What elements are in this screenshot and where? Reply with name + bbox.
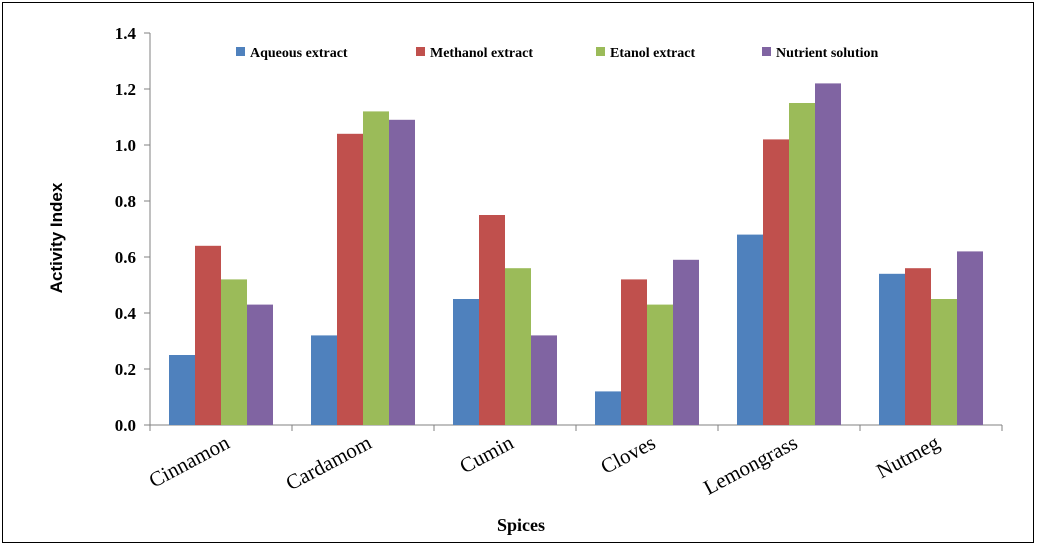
- bar-lemongrass-methanol-extract: [763, 139, 789, 425]
- y-tick-label: 1.0: [115, 136, 136, 155]
- bar-cloves-methanol-extract: [621, 279, 647, 425]
- bar-cinnamon-aqueous-extract: [169, 355, 195, 425]
- y-tick-label: 0.8: [115, 192, 136, 211]
- legend-label: Etanol extract: [610, 46, 695, 61]
- bar-nutmeg-nutrient-solution: [957, 251, 983, 425]
- y-tick-label: 0.4: [115, 304, 137, 323]
- x-tick-label: Cloves: [597, 430, 660, 479]
- bar-lemongrass-aqueous-extract: [737, 234, 763, 425]
- bar-cardamom-methanol-extract: [337, 133, 363, 426]
- bar-nutmeg-methanol-extract: [905, 268, 931, 425]
- bar-cumin-etanol-extract: [505, 268, 531, 425]
- bar-cardamom-nutrient-solution: [389, 119, 415, 426]
- x-axis-title: Spices: [497, 515, 545, 535]
- legend-label: Methanol extract: [430, 46, 533, 61]
- bar-cumin-nutrient-solution: [531, 335, 557, 425]
- bar-lemongrass-nutrient-solution: [815, 83, 841, 426]
- bar-cloves-nutrient-solution: [673, 259, 699, 425]
- y-tick-label: 0.0: [115, 416, 136, 435]
- x-tick-label: Cardamom: [282, 430, 376, 495]
- y-axis-title: Activity Index: [47, 182, 66, 293]
- legend: Aqueous extract Methanol extract Etanol ex…: [236, 46, 879, 61]
- bar-cumin-methanol-extract: [479, 215, 505, 425]
- bar-cinnamon-nutrient-solution: [247, 304, 273, 425]
- y-tick-label: 0.6: [115, 248, 136, 267]
- y-axis: 0.0 0.2 0.4 0.6 0.8 1.0 1.2 1.4: [115, 24, 151, 435]
- x-tick-label: Cinnamon: [145, 430, 234, 493]
- bar-nutmeg-etanol-extract: [931, 299, 957, 425]
- legend-swatch: [236, 47, 245, 56]
- legend-label: Aqueous extract: [250, 46, 348, 61]
- y-tick-label: 1.2: [115, 80, 136, 99]
- bar-cardamom-etanol-extract: [363, 111, 389, 426]
- bars: [169, 83, 983, 426]
- bar-lemongrass-etanol-extract: [789, 103, 815, 425]
- x-tick-label: Nutmeg: [872, 430, 943, 483]
- bar-cardamom-aqueous-extract: [311, 335, 337, 425]
- legend-swatch: [596, 47, 605, 56]
- x-axis: Cinnamon Cardamom Cumin Cloves Lemongrass Nut…: [145, 424, 1003, 500]
- y-tick-label: 0.2: [115, 360, 136, 379]
- legend-label: Nutrient solution: [776, 46, 879, 61]
- bar-cinnamon-methanol-extract: [195, 245, 221, 425]
- bar-cumin-aqueous-extract: [453, 299, 479, 425]
- y-tick-label: 1.4: [115, 24, 137, 43]
- bar-cloves-aqueous-extract: [595, 391, 621, 425]
- bar-cinnamon-etanol-extract: [221, 279, 247, 425]
- bar-nutmeg-aqueous-extract: [879, 273, 905, 425]
- legend-swatch: [416, 47, 425, 56]
- x-tick-label: Lemongrass: [699, 430, 801, 499]
- legend-swatch: [762, 47, 771, 56]
- x-tick-label: Cumin: [456, 430, 518, 478]
- bar-cloves-etanol-extract: [647, 304, 673, 425]
